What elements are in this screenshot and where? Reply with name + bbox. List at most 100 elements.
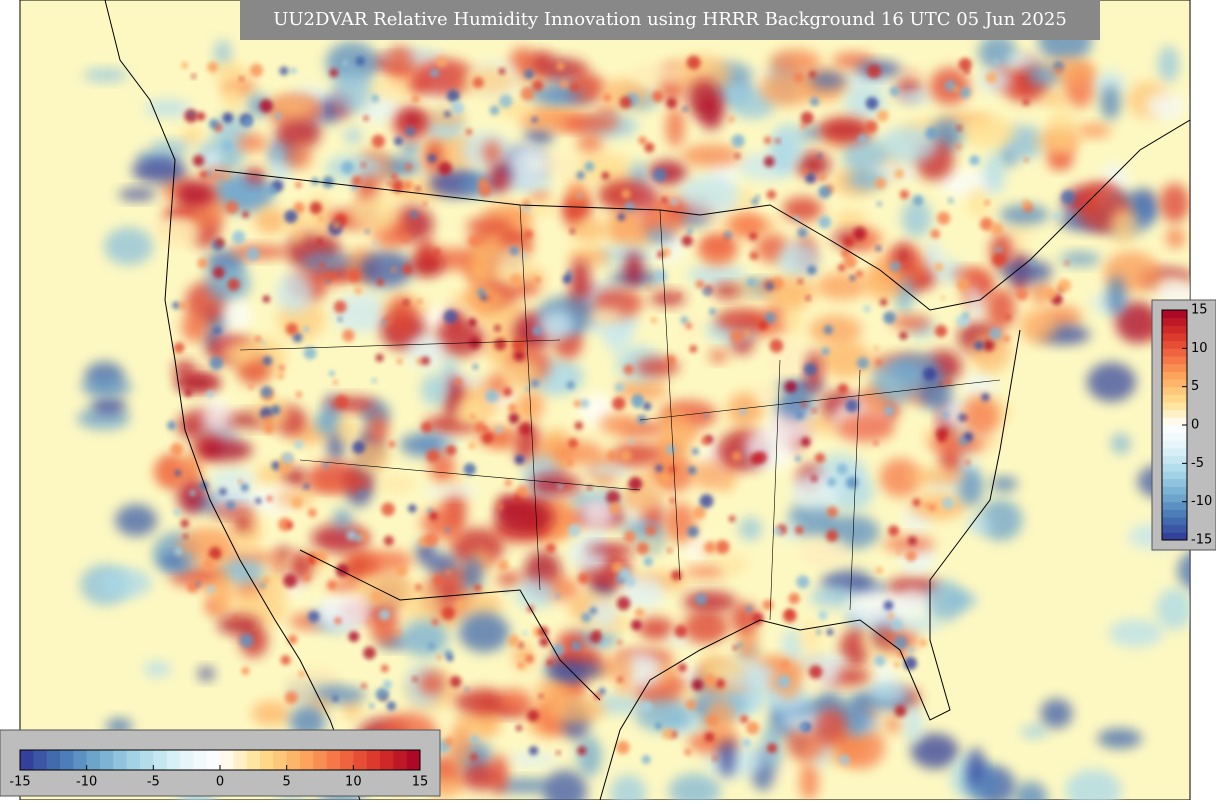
field-speck bbox=[958, 437, 968, 446]
colorbar-bin bbox=[193, 750, 208, 770]
field-speck bbox=[249, 63, 264, 77]
field-speck bbox=[259, 99, 273, 113]
field-blob bbox=[708, 349, 728, 363]
field-blob bbox=[376, 476, 416, 493]
field-speck bbox=[456, 601, 466, 610]
field-blob bbox=[842, 137, 888, 175]
field-speck bbox=[403, 299, 409, 306]
field-blob bbox=[594, 695, 641, 714]
field-speck bbox=[303, 574, 311, 582]
field-speck bbox=[375, 687, 390, 702]
colorbar-bin bbox=[340, 750, 354, 770]
field-blob bbox=[576, 133, 603, 153]
field-blob bbox=[567, 179, 587, 207]
field-speck bbox=[709, 307, 717, 315]
field-blob bbox=[672, 55, 731, 93]
field-speck bbox=[624, 201, 635, 212]
field-speck bbox=[446, 654, 454, 662]
field-speck bbox=[793, 215, 800, 223]
field-speck bbox=[632, 397, 644, 409]
field-speck bbox=[444, 736, 454, 747]
field-speck bbox=[402, 180, 413, 191]
field-speck bbox=[174, 547, 183, 556]
field-speck bbox=[208, 546, 222, 560]
field-speck bbox=[298, 670, 305, 678]
field-speck bbox=[818, 173, 826, 181]
field-speck bbox=[404, 163, 412, 171]
tick-label: -15 bbox=[9, 775, 30, 790]
field-speck bbox=[751, 612, 764, 625]
field-speck bbox=[433, 574, 444, 586]
field-blob bbox=[1086, 362, 1137, 402]
field-speck bbox=[213, 326, 222, 335]
field-speck bbox=[799, 722, 809, 732]
field-blob bbox=[181, 311, 209, 343]
field-speck bbox=[691, 679, 704, 691]
field-speck bbox=[655, 464, 663, 473]
field-speck bbox=[421, 356, 430, 366]
field-blob bbox=[616, 378, 668, 402]
field-blob bbox=[698, 234, 737, 267]
field-blob bbox=[612, 442, 660, 467]
field-speck bbox=[412, 676, 418, 682]
field-speck bbox=[1016, 288, 1028, 301]
field-speck bbox=[292, 332, 303, 343]
colorbar-bin bbox=[1162, 379, 1187, 388]
colorbar-bin bbox=[1162, 517, 1187, 526]
field-speck bbox=[284, 691, 298, 705]
field-blob bbox=[729, 212, 766, 240]
field-speck bbox=[388, 440, 396, 448]
field-blob bbox=[458, 612, 510, 653]
field-speck bbox=[303, 346, 317, 360]
field-speck bbox=[857, 133, 868, 144]
field-speck bbox=[179, 301, 188, 310]
field-speck bbox=[317, 238, 323, 244]
field-speck bbox=[333, 300, 347, 314]
field-speck bbox=[441, 606, 455, 620]
field-speck bbox=[732, 645, 737, 650]
field-speck bbox=[606, 450, 618, 461]
field-speck bbox=[687, 466, 697, 475]
field-blob bbox=[719, 553, 749, 576]
field-blob bbox=[77, 407, 131, 430]
field-speck bbox=[427, 153, 437, 163]
tick-label: -5 bbox=[147, 775, 160, 790]
field-blob bbox=[448, 725, 472, 766]
field-blob bbox=[203, 149, 221, 168]
field-blob bbox=[1108, 619, 1164, 648]
colorbar-bin bbox=[1162, 524, 1187, 533]
field-blob bbox=[233, 515, 253, 532]
field-speck bbox=[209, 356, 224, 370]
field-speck bbox=[589, 606, 598, 615]
colorbar-bin bbox=[100, 750, 114, 770]
field-speck bbox=[883, 311, 896, 324]
colorbar-bin bbox=[1162, 325, 1187, 334]
field-speck bbox=[758, 320, 769, 331]
field-speck bbox=[728, 515, 736, 523]
colorbar-bin bbox=[1162, 501, 1187, 510]
field-speck bbox=[430, 68, 439, 78]
field-speck bbox=[573, 400, 581, 408]
field-blob bbox=[645, 227, 674, 245]
field-speck bbox=[981, 393, 990, 402]
field-blob bbox=[588, 307, 624, 326]
field-speck bbox=[539, 636, 550, 647]
field-speck bbox=[702, 287, 712, 297]
field-speck bbox=[606, 490, 620, 505]
field-blob bbox=[1177, 551, 1190, 590]
field-speck bbox=[616, 596, 631, 611]
colorbar-bin bbox=[1162, 532, 1187, 541]
field-blob bbox=[507, 753, 557, 767]
field-speck bbox=[849, 275, 856, 281]
field-speck bbox=[307, 610, 320, 623]
field-blob bbox=[891, 315, 931, 331]
field-blob bbox=[178, 526, 237, 563]
field-speck bbox=[853, 226, 867, 241]
colorbar-bin bbox=[1162, 363, 1187, 372]
field-blob bbox=[359, 97, 402, 124]
colorbar-bin bbox=[286, 750, 301, 770]
field-speck bbox=[222, 140, 234, 152]
field-speck bbox=[524, 229, 534, 239]
field-speck bbox=[494, 324, 501, 332]
